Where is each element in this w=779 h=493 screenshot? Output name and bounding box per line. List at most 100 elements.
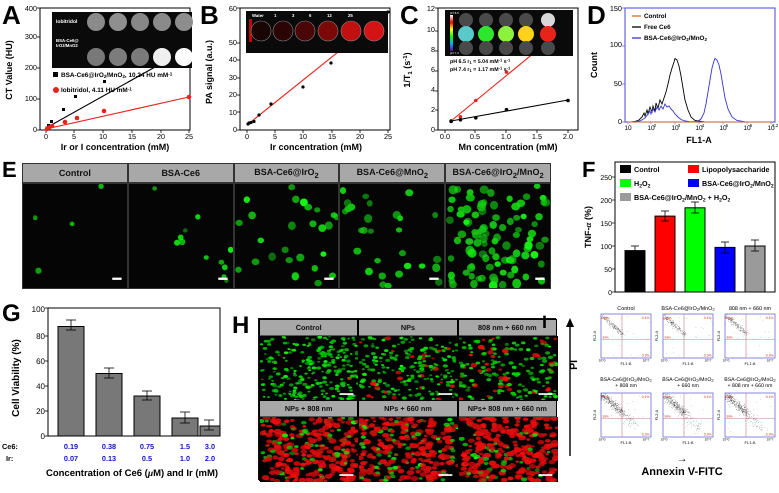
svg-text:1.5: 1.5	[180, 442, 190, 451]
svg-text:FL2-A: FL2-A	[717, 330, 721, 341]
svg-text:60: 60	[36, 357, 45, 366]
svg-text:BSA-Ce6@IrO2/MnO2: BSA-Ce6@IrO2/MnO2	[661, 306, 715, 312]
svg-text:250: 250	[600, 175, 612, 182]
svg-text:FL2-A: FL2-A	[655, 409, 659, 420]
svg-text:99%: 99%	[603, 336, 610, 340]
svg-text:0.13: 0.13	[102, 454, 116, 463]
svg-text:1/T1 (s-1): 1/T1 (s-1)	[402, 52, 414, 87]
svg-text:20: 20	[229, 90, 237, 99]
svg-text:FL1-A: FL1-A	[745, 361, 756, 366]
svg-text:10^0: 10^0	[723, 359, 730, 363]
svg-text:2: 2	[654, 123, 657, 128]
svg-text:15: 15	[128, 132, 136, 141]
svg-text:2.0: 2.0	[563, 132, 573, 141]
svg-text:BSA-Ce6@IrO2/MnO2 + H2O2: BSA-Ce6@IrO2/MnO2 + H2O2	[634, 193, 730, 204]
svg-text:0.75: 0.75	[140, 442, 154, 451]
svg-text:1.5: 1.5	[532, 132, 542, 141]
svg-text:+ 660 nm: + 660 nm	[677, 383, 699, 389]
svg-text:FL1-A: FL1-A	[621, 361, 632, 366]
svg-text:99%: 99%	[665, 415, 672, 419]
svg-text:2.0: 2.0	[205, 454, 215, 463]
svg-text:10: 10	[624, 125, 632, 132]
svg-text:15: 15	[328, 132, 336, 141]
svg-text:808 nm + 660 nm: 808 nm + 660 nm	[729, 306, 772, 312]
svg-text:20: 20	[356, 132, 364, 141]
svg-text:0: 0	[608, 290, 612, 297]
svg-text:0.07: 0.07	[64, 454, 78, 463]
svg-text:0.3%: 0.3%	[766, 433, 774, 437]
svg-text:5: 5	[273, 132, 277, 141]
svg-text:Control: Control	[634, 165, 660, 174]
svg-text:150: 150	[610, 4, 622, 13]
svg-text:pH 6.5: pH 6.5	[450, 11, 459, 15]
svg-text:0.05%: 0.05%	[663, 395, 672, 399]
svg-text:10^7: 10^7	[705, 438, 712, 442]
svg-text:12: 12	[427, 4, 435, 13]
svg-text:10^0: 10^0	[599, 359, 606, 363]
svg-text:100: 100	[610, 40, 622, 49]
svg-text:IrO2/MnO2: IrO2/MnO2	[56, 43, 78, 48]
svg-text:pH 7.4 r1 = 1.17 mM-1 s-1: pH 7.4 r1 = 1.17 mM-1 s-1	[450, 66, 511, 74]
svg-text:0.3%: 0.3%	[704, 354, 712, 358]
svg-text:200: 200	[600, 198, 612, 205]
svg-text:pH 7.4: pH 7.4	[450, 51, 459, 55]
svg-text:0.3%: 0.3%	[704, 433, 712, 437]
svg-text:Iobitridol, 4.11 HU mM-1: Iobitridol, 4.11 HU mM-1	[61, 87, 132, 95]
svg-text:FL1-A: FL1-A	[686, 135, 712, 145]
svg-text:Control: Control	[617, 306, 634, 312]
svg-text:60: 60	[229, 4, 237, 13]
svg-text:10^7: 10^7	[705, 359, 712, 363]
svg-text:0: 0	[245, 132, 249, 141]
svg-text:0.5: 0.5	[470, 132, 480, 141]
svg-text:1.0: 1.0	[501, 132, 511, 141]
svg-text:BSA-Ce6@IrO2/MnO2, 10.24 HU mM: BSA-Ce6@IrO2/MnO2, 10.24 HU mM-1	[61, 72, 173, 80]
svg-text:99%: 99%	[727, 336, 734, 340]
svg-text:10: 10	[427, 25, 435, 34]
svg-text:6: 6	[750, 123, 753, 128]
svg-text:0: 0	[233, 125, 237, 134]
svg-text:0.3%: 0.3%	[642, 433, 650, 437]
svg-text:+ 808 nm + 660 nm: + 808 nm + 660 nm	[728, 383, 773, 389]
svg-text:25: 25	[384, 132, 392, 141]
svg-text:FL2-A: FL2-A	[655, 330, 659, 341]
svg-text:40: 40	[36, 382, 45, 391]
svg-text:FL1-A: FL1-A	[621, 440, 632, 445]
svg-text:Free Ce6: Free Ce6	[644, 24, 671, 31]
svg-text:0: 0	[44, 132, 48, 141]
svg-text:0.1%: 0.1%	[766, 395, 774, 399]
svg-text:100: 100	[600, 244, 612, 251]
svg-text:0.19: 0.19	[64, 442, 78, 451]
svg-text:Water: Water	[252, 13, 264, 18]
svg-text:Control: Control	[644, 13, 667, 20]
svg-text:1.0: 1.0	[180, 454, 190, 463]
svg-text:4: 4	[431, 85, 435, 94]
svg-text:10^7: 10^7	[643, 359, 650, 363]
svg-text:TNF-α (%): TNF-α (%)	[583, 206, 593, 248]
svg-text:99%: 99%	[665, 336, 672, 340]
svg-text:H2O2: H2O2	[634, 179, 651, 190]
svg-text:0.1%: 0.1%	[766, 316, 774, 320]
svg-text:Ir concentration (mM): Ir concentration (mM)	[270, 142, 362, 152]
svg-text:400: 400	[25, 4, 37, 13]
svg-text:100: 100	[25, 94, 37, 103]
svg-text:Concentration of Ce6 (μM) and: Concentration of Ce6 (μM) and Ir (mM)	[46, 468, 218, 479]
svg-text:8: 8	[431, 45, 435, 54]
svg-text:0: 0	[618, 117, 622, 126]
svg-text:0.05%: 0.05%	[601, 316, 610, 320]
svg-text:10^7: 10^7	[767, 359, 774, 363]
svg-text:99%: 99%	[603, 415, 610, 419]
svg-text:3: 3	[678, 123, 681, 128]
svg-text:0.3%: 0.3%	[642, 354, 650, 358]
svg-text:Ir:: Ir:	[6, 454, 13, 463]
svg-text:Lipopolysaccharide: Lipopolysaccharide	[702, 165, 770, 174]
svg-text:30: 30	[229, 73, 237, 82]
svg-text:50: 50	[614, 79, 622, 88]
svg-text:6: 6	[431, 65, 435, 74]
svg-text:Ce6:: Ce6:	[2, 442, 18, 451]
svg-text:0.1%: 0.1%	[704, 316, 712, 320]
svg-text:40: 40	[229, 55, 237, 64]
svg-text:Cell Viability (%): Cell Viability (%)	[11, 339, 22, 417]
svg-text:CT Value (HU): CT Value (HU)	[4, 40, 14, 100]
svg-text:2: 2	[431, 105, 435, 114]
svg-text:FL2-A: FL2-A	[717, 409, 721, 420]
